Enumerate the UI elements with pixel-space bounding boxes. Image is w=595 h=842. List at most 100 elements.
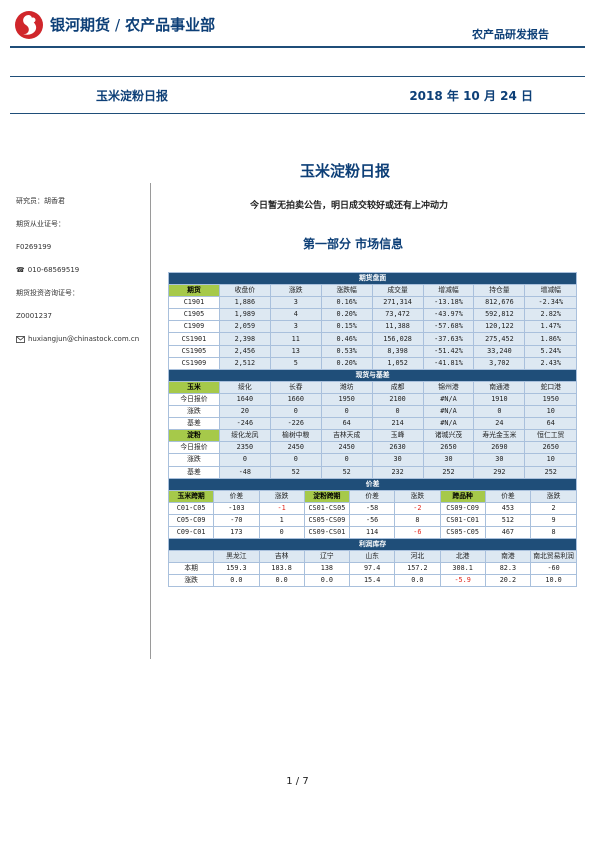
table-cell: 1,886 — [218, 296, 271, 310]
header-cell: 持仓量 — [473, 284, 526, 298]
table-cell: 今日报价 — [168, 441, 220, 455]
header-cell: 淀粉跨期 — [303, 489, 351, 503]
table-cell: CS1905 — [168, 344, 220, 358]
table-cell: 2350 — [218, 441, 271, 455]
table-row: CS1901 2,398 11 0.46% 156,028 -37.63% 275,452 1… — [168, 332, 578, 346]
table-cell: 157.2 — [394, 562, 441, 576]
table-cell: 0.53% — [320, 344, 373, 358]
table-cell: 0 — [269, 453, 322, 467]
table-section-row: 现货与基差 — [167, 368, 578, 382]
doc-title: 玉米淀粉日报 — [300, 162, 391, 180]
table-cell: C09-C01 — [167, 525, 215, 540]
header-cell: 涨跌幅 — [320, 284, 373, 298]
table-cell: #N/A — [422, 392, 475, 407]
table-cell: 1 — [258, 513, 305, 527]
table-cell: -70 — [213, 513, 260, 527]
header-cell: 锦州港 — [422, 380, 475, 394]
table-cell: 涨跌 — [168, 405, 220, 419]
table-cell: 涨跌 — [167, 574, 215, 588]
table-cell: CS01-C01 — [439, 513, 486, 527]
table-cell: 138 — [303, 562, 351, 576]
table-cell: 0 — [473, 405, 526, 419]
table-cell: 0.0 — [258, 574, 305, 588]
table-cell: CS1901 — [168, 332, 220, 346]
table-cell: 64 — [524, 417, 578, 431]
header-cell: 玉米跨期 — [167, 489, 215, 503]
table-cell: 308.1 — [439, 562, 486, 576]
header-cell: 榆树中粮 — [269, 429, 322, 443]
table-cell: 2,512 — [218, 356, 271, 370]
header-cell: 吉林天成 — [320, 429, 373, 443]
table-cell: 3,702 — [473, 356, 526, 370]
table-cell: 1950 — [320, 392, 373, 407]
table-cell: 2,456 — [218, 344, 271, 358]
report-date: 2018 年 10 月 24 日 — [409, 89, 533, 103]
table-cell: -51.42% — [422, 344, 475, 358]
table-cell: 0.20% — [320, 356, 373, 370]
table-cell: CS1909 — [168, 356, 220, 370]
table-cell: 30 — [422, 453, 475, 467]
table-cell: C1905 — [168, 308, 220, 322]
table-cell: 2450 — [320, 441, 373, 455]
brand-slash: / — [115, 16, 121, 34]
table-cell: CS09-C09 — [439, 501, 486, 515]
table-header-row: 淀粉 绥化龙凤 榆树中粮 吉林天成 玉峰 诸城兴茂 寿光金玉米 恒仁工贸 — [168, 429, 578, 443]
table-cell: CS05-C05 — [439, 525, 486, 540]
table-row: 涨跌 0.0 0.0 0.0 15.4 0.0 -5.9 20.2 10.0 — [167, 574, 578, 588]
table-cell: CS01-CS05 — [303, 501, 351, 515]
table-cell: 10 — [524, 453, 578, 467]
header-cell: 潍坊 — [320, 380, 373, 394]
table-cell: 1.86% — [524, 332, 578, 346]
table-cell: 0.0 — [213, 574, 260, 588]
report-type: 农产品研发报告 — [472, 28, 549, 41]
table-cell: 5 — [269, 356, 322, 370]
table-cell: 232 — [371, 465, 424, 479]
table-cell: 1640 — [218, 392, 271, 407]
table-row: 今日报价 1640 1660 1950 2100 #N/A 1910 1950 — [168, 392, 578, 407]
researcher-name: 研究员：胡香君 — [16, 197, 65, 205]
table-section-row: 利润库存 — [167, 538, 578, 552]
table-cell: -6 — [394, 525, 441, 540]
header-cell: 价差 — [213, 489, 260, 503]
table-cell: 8 — [529, 525, 578, 540]
table-cell: 0 — [269, 405, 322, 419]
table-header-row: 期货 收盘价 涨跌 涨跌幅 成交量 增减幅 持仓量 增减幅 — [168, 284, 578, 298]
header-cell: 跨品种 — [439, 489, 486, 503]
header-cell: 成交量 — [371, 284, 424, 298]
table-cell: 114 — [348, 525, 396, 540]
table-cell: 1,052 — [371, 356, 424, 370]
table-row: 今日报价 2350 2450 2450 2630 2650 2690 2650 — [168, 441, 578, 455]
email-address[interactable]: huxiangjun@chinastock.com.cn — [28, 335, 140, 343]
table-cell: 基差 — [168, 417, 220, 431]
table-row: CS1909 2,512 5 0.20% 1,052 -41.81% 3,702 2.43% — [168, 356, 578, 370]
table-cell: 24 — [473, 417, 526, 431]
table-cell: -5.9 — [439, 574, 486, 588]
mail-icon — [16, 336, 25, 343]
table-cell: 0.0 — [394, 574, 441, 588]
table-cell: -43.97% — [422, 308, 475, 322]
table-cell: 0 — [258, 525, 305, 540]
table-cell: 2650 — [524, 441, 578, 455]
table-row: 基差 -48 52 52 232 252 292 252 — [168, 465, 578, 479]
table-cell: -2.34% — [524, 296, 578, 310]
table-cell: 10.0 — [529, 574, 578, 588]
header-cell: 辽宁 — [303, 550, 351, 564]
table-cell: 2690 — [473, 441, 526, 455]
table-cell: 11,388 — [371, 320, 424, 334]
table-cell: 1.47% — [524, 320, 578, 334]
table-cell: 33,240 — [473, 344, 526, 358]
table-cell: C1909 — [168, 320, 220, 334]
table-row: C1909 2,059 3 0.15% 11,388 -57.68% 120,122 1.47… — [168, 320, 578, 334]
brand-name: 银河期货 — [50, 16, 111, 34]
table-cell: 4 — [269, 308, 322, 322]
table-cell: 0 — [218, 453, 271, 467]
table-cell: 0.0 — [303, 574, 351, 588]
table-cell: 82.3 — [484, 562, 532, 576]
table-cell: 8,398 — [371, 344, 424, 358]
email-row: huxiangjun@chinastock.com.cn — [16, 328, 139, 351]
header-cell: 价差 — [348, 489, 396, 503]
table-cell: 52 — [269, 465, 322, 479]
table-cell: 97.4 — [348, 562, 396, 576]
header-cell: 吉林 — [258, 550, 305, 564]
table-cell: 453 — [484, 501, 532, 515]
